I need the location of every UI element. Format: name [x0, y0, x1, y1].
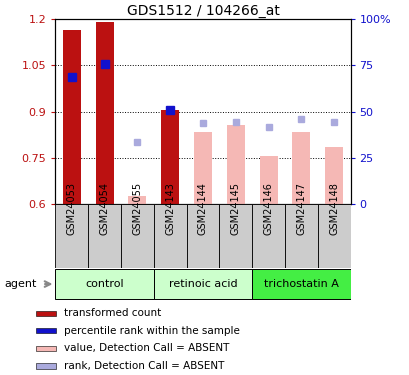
Text: GSM24054: GSM24054	[99, 182, 109, 235]
Text: GSM24145: GSM24145	[230, 182, 240, 235]
Bar	[36, 363, 56, 369]
Bar	[186, 204, 219, 268]
Text: rank, Detection Call = ABSENT: rank, Detection Call = ABSENT	[64, 361, 224, 371]
Bar	[284, 204, 317, 268]
Bar	[121, 204, 153, 268]
Bar	[55, 204, 88, 268]
Text: GSM24053: GSM24053	[67, 182, 76, 235]
Text: GSM24143: GSM24143	[165, 182, 175, 235]
Bar	[252, 204, 284, 268]
Text: control: control	[85, 279, 124, 289]
Bar	[193, 132, 211, 204]
Text: GSM24144: GSM24144	[198, 182, 207, 235]
Bar	[252, 269, 350, 299]
Bar	[324, 147, 342, 204]
Text: value, Detection Call = ABSENT: value, Detection Call = ABSENT	[64, 344, 229, 353]
Bar	[128, 196, 146, 204]
Bar	[292, 132, 310, 204]
Text: trichostatin A: trichostatin A	[263, 279, 338, 289]
Bar	[55, 269, 153, 299]
Bar	[153, 269, 252, 299]
Title: GDS1512 / 104266_at: GDS1512 / 104266_at	[126, 4, 279, 18]
Bar	[153, 204, 186, 268]
Bar	[219, 204, 252, 268]
Bar	[36, 346, 56, 351]
Text: retinoic acid: retinoic acid	[168, 279, 237, 289]
Bar	[36, 328, 56, 333]
Text: agent: agent	[4, 279, 36, 289]
Bar	[226, 126, 244, 204]
Text: transformed count: transformed count	[64, 308, 161, 318]
Bar	[259, 156, 277, 204]
Bar	[63, 30, 81, 204]
Bar	[95, 22, 113, 204]
Text: GSM24146: GSM24146	[263, 182, 273, 235]
Text: GSM24055: GSM24055	[132, 182, 142, 235]
Bar	[161, 110, 179, 204]
Text: GSM24148: GSM24148	[328, 182, 338, 235]
Text: percentile rank within the sample: percentile rank within the sample	[64, 326, 239, 336]
Bar	[317, 204, 350, 268]
Text: GSM24147: GSM24147	[296, 182, 306, 235]
Bar	[88, 204, 121, 268]
Bar	[36, 310, 56, 316]
